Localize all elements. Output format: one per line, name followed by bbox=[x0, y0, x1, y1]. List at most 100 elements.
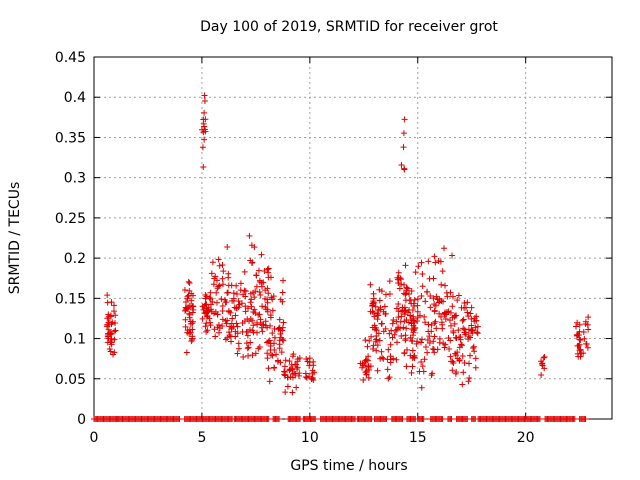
data-point bbox=[387, 353, 394, 360]
data-point bbox=[245, 305, 252, 312]
data-point bbox=[464, 299, 471, 306]
data-point bbox=[387, 341, 394, 348]
data-point bbox=[362, 337, 369, 344]
data-point bbox=[244, 345, 251, 352]
data-point bbox=[278, 349, 285, 356]
data-point bbox=[445, 308, 452, 315]
data-point bbox=[201, 123, 208, 130]
data-point bbox=[408, 369, 415, 376]
data-point bbox=[228, 282, 235, 289]
data-point bbox=[204, 327, 211, 334]
data-point bbox=[266, 378, 273, 385]
data-point bbox=[108, 299, 115, 306]
data-point bbox=[111, 328, 118, 335]
data-point bbox=[186, 287, 193, 294]
data-point bbox=[264, 299, 271, 306]
data-point bbox=[276, 316, 283, 323]
data-point bbox=[267, 312, 274, 319]
data-point bbox=[226, 329, 233, 336]
data-point bbox=[390, 317, 397, 324]
data-point bbox=[452, 352, 459, 359]
data-point bbox=[369, 300, 376, 307]
data-point bbox=[259, 303, 266, 310]
data-point bbox=[409, 332, 416, 339]
data-point bbox=[410, 315, 417, 322]
data-point bbox=[230, 290, 237, 297]
data-point bbox=[265, 265, 272, 272]
data-point bbox=[281, 363, 288, 370]
data-point bbox=[369, 324, 376, 331]
data-point bbox=[461, 305, 468, 312]
data-point bbox=[225, 289, 232, 296]
y-axis-label: SRMTID / TECUs bbox=[7, 182, 23, 295]
data-point bbox=[431, 301, 438, 308]
data-point bbox=[186, 280, 193, 287]
y-tick-label: 0.4 bbox=[64, 90, 86, 106]
data-point bbox=[466, 375, 473, 382]
data-point bbox=[268, 351, 275, 358]
data-point bbox=[419, 363, 426, 370]
data-point bbox=[401, 311, 408, 318]
data-point bbox=[474, 329, 481, 336]
data-point bbox=[395, 314, 402, 321]
data-point bbox=[247, 339, 254, 346]
data-point bbox=[367, 363, 374, 370]
data-point bbox=[384, 366, 391, 373]
data-point bbox=[397, 276, 404, 283]
data-point bbox=[458, 341, 465, 348]
data-point bbox=[410, 327, 417, 334]
data-point bbox=[449, 358, 456, 365]
data-point bbox=[248, 296, 255, 303]
data-point bbox=[289, 389, 296, 396]
data-point bbox=[429, 370, 436, 377]
data-point bbox=[277, 359, 284, 366]
data-point bbox=[409, 347, 416, 354]
data-point bbox=[270, 293, 277, 300]
data-point bbox=[279, 289, 286, 296]
data-point bbox=[282, 357, 289, 364]
data-point bbox=[397, 275, 404, 282]
data-point bbox=[207, 289, 214, 296]
y-tick-label: 0.1 bbox=[64, 332, 86, 348]
data-point bbox=[394, 339, 401, 346]
data-point bbox=[269, 352, 276, 359]
data-point bbox=[414, 308, 421, 315]
data-point bbox=[291, 370, 298, 377]
data-point bbox=[439, 416, 446, 422]
data-point bbox=[286, 367, 293, 374]
data-point bbox=[577, 353, 584, 360]
data-point bbox=[438, 281, 445, 288]
data-point bbox=[278, 334, 285, 341]
data-point bbox=[207, 319, 214, 326]
data-point bbox=[280, 319, 287, 326]
data-point bbox=[248, 303, 255, 310]
data-point bbox=[393, 305, 400, 312]
data-point bbox=[234, 323, 241, 330]
data-point bbox=[185, 278, 192, 285]
data-point bbox=[223, 320, 230, 327]
data-point bbox=[576, 328, 583, 335]
data-point bbox=[247, 299, 254, 306]
data-point bbox=[214, 311, 221, 318]
data-point bbox=[104, 323, 111, 330]
data-point bbox=[110, 351, 117, 358]
data-point bbox=[183, 299, 190, 306]
data-point bbox=[408, 287, 415, 294]
data-point bbox=[357, 360, 364, 367]
data-point bbox=[250, 322, 257, 329]
data-point bbox=[232, 333, 239, 340]
data-point bbox=[421, 313, 428, 320]
data-point bbox=[213, 277, 220, 284]
data-point bbox=[251, 294, 258, 301]
data-point bbox=[241, 268, 248, 275]
data-point bbox=[444, 293, 451, 300]
data-point bbox=[426, 333, 433, 340]
data-point bbox=[584, 344, 591, 351]
data-point bbox=[459, 353, 466, 360]
data-point bbox=[415, 263, 422, 270]
data-point bbox=[395, 269, 402, 276]
data-point bbox=[189, 309, 196, 316]
data-point bbox=[540, 354, 547, 361]
data-point bbox=[364, 343, 371, 350]
data-point bbox=[234, 350, 241, 357]
